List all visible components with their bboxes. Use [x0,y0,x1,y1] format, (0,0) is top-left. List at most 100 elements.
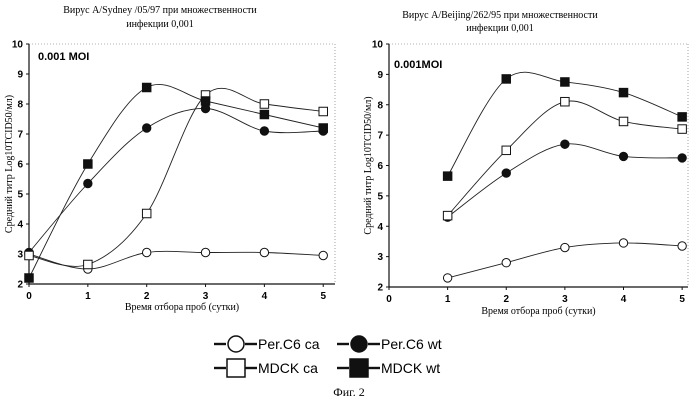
series-mdck-ca [25,88,328,268]
data-point [260,110,269,119]
series-line [29,108,323,252]
x-tick-label: 3 [562,294,568,305]
legend-item: MDCK wt [337,359,440,377]
x-tick-label: 5 [679,294,685,305]
chart-title-line: Вирус A/Sydney /05/97 при множественност… [63,5,257,16]
legend-item: Per.C6 wt [337,336,442,352]
legend-marker [351,336,367,352]
x-tick-label: 2 [144,291,150,302]
legend-item: MDCK ca [214,359,318,377]
data-point [678,242,686,250]
data-point [260,100,269,109]
y-tick-label: 6 [17,160,23,171]
series-line [448,144,683,217]
data-point [619,88,628,97]
series-mdck-wt [443,72,686,180]
data-point [443,172,452,181]
series-per-c6-wt [443,140,686,221]
series-line [29,88,323,266]
series-per-c6-ca [443,239,686,282]
data-point [260,127,268,135]
x-tick-label: 4 [621,294,627,305]
data-point [678,113,687,122]
x-axis-label: Время отбора проб (сутки) [125,302,239,313]
data-point [619,152,627,160]
data-point [502,169,510,177]
y-tick-label: 2 [377,283,383,294]
data-point [561,243,569,251]
chart-title-line: Вирус A/Beijing/262/95 при множественнос… [402,10,598,21]
data-point [25,251,34,260]
legend-item: Per.C6 ca [214,336,320,352]
data-point [619,117,628,126]
series-line [448,101,683,216]
legend-label: Per.C6 wt [381,336,442,352]
data-point [142,124,150,132]
data-point [561,97,570,106]
y-tick-label: 4 [17,220,23,231]
y-tick-label: 7 [377,131,383,142]
data-point [84,179,92,187]
data-point [142,83,151,92]
y-tick-label: 3 [17,250,23,261]
data-point [319,107,328,116]
y-axis-label: Средний титр Log10TCID50/мл) [4,95,15,233]
x-tick-label: 5 [320,291,326,302]
legend-marker [227,359,245,377]
series-per-c6-wt [25,104,328,256]
legend: Per.C6 ca Per.C6 wt MDCK ca MDCK wt [214,336,442,377]
data-point [260,248,268,256]
y-tick-label: 7 [17,130,23,141]
y-tick-label: 9 [377,70,383,81]
y-tick-label: 9 [17,70,23,81]
moi-annotation: 0.001MOI [394,59,442,71]
data-point [319,251,327,259]
chart-panel-1: Вирус A/Sydney /05/97 при множественност… [4,5,335,313]
data-point [678,154,686,162]
y-tick-label: 5 [377,191,383,202]
x-tick-label: 0 [386,294,392,305]
x-tick-label: 0 [26,291,32,302]
x-tick-label: 1 [85,291,91,302]
y-tick-label: 5 [17,190,23,201]
y-axis-label: Средний титр Log10TCID50/мл) [363,96,374,234]
chart-title-line: инфекции 0,001 [466,23,534,34]
y-tick-label: 2 [17,280,23,291]
y-tick-label: 4 [377,222,383,233]
x-tick-label: 4 [262,291,268,302]
data-point [201,97,210,106]
data-point [619,239,627,247]
data-point [319,124,328,133]
data-point [561,78,570,87]
data-point [142,209,151,218]
y-tick-label: 3 [377,252,383,263]
moi-annotation: 0.001 MOI [38,51,89,63]
series-line [448,72,683,176]
data-point [502,75,511,84]
data-point [443,211,452,220]
data-point [84,260,93,269]
y-tick-label: 8 [17,100,23,111]
data-point [561,140,569,148]
data-point [443,274,451,282]
data-point [502,259,510,267]
y-tick-label: 10 [12,40,24,51]
x-axis-label: Время отбора проб (сутки) [481,306,595,317]
legend-marker [350,359,368,377]
chart-title-line: инфекции 0,001 [126,19,194,30]
data-point [201,248,209,256]
legend-marker [228,336,244,352]
figure-caption: Фиг. 2 [333,385,364,399]
y-tick-label: 8 [377,100,383,111]
chart-panel-2: Вирус A/Beijing/262/95 при множественнос… [363,10,688,317]
x-tick-label: 2 [503,294,509,305]
series-per-c6-ca [25,248,328,273]
x-tick-label: 1 [445,294,451,305]
y-tick-label: 6 [377,161,383,172]
data-point [84,160,93,169]
data-point [142,248,150,256]
data-point [678,125,687,134]
legend-label: MDCK ca [258,360,318,376]
y-tick-label: 10 [372,40,384,51]
